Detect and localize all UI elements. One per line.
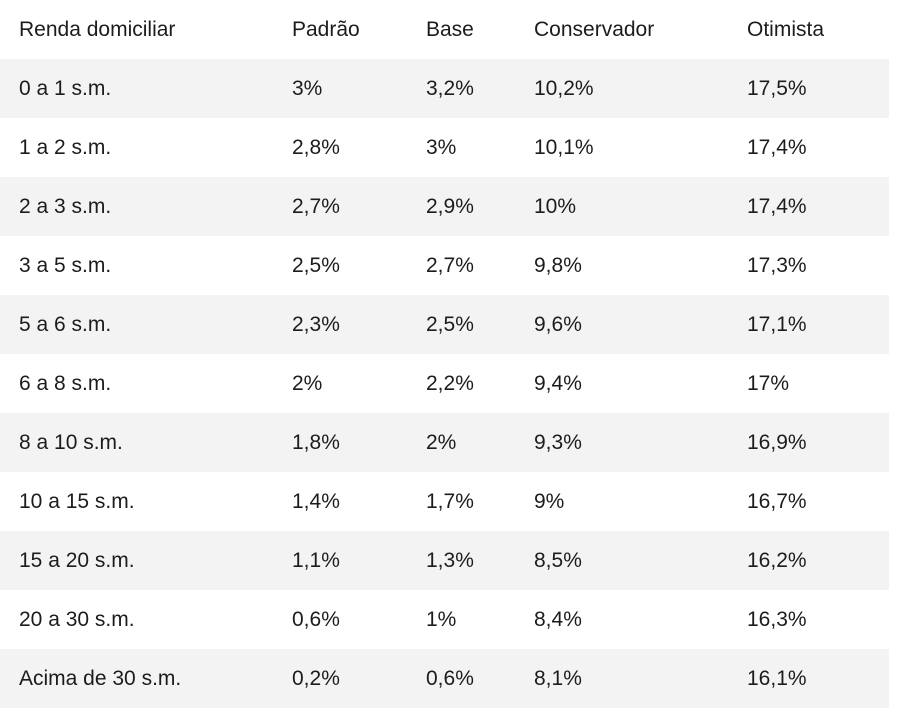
table-row: 15 a 20 s.m. 1,1% 1,3% 8,5% 16,2% <box>0 531 889 590</box>
table-cell-padrao: 2,5% <box>292 253 340 277</box>
table-cell-otimista: 16,2% <box>747 548 807 572</box>
table-cell-padrao: 3% <box>292 76 323 100</box>
table-row: 2 a 3 s.m. 2,7% 2,9% 10% 17,4% <box>0 177 889 236</box>
table-header-row: Renda domiciliar Padrão Base Conservador… <box>0 0 889 59</box>
table-row: 8 a 10 s.m. 1,8% 2% 9,3% 16,9% <box>0 413 889 472</box>
data-table: Renda domiciliar Padrão Base Conservador… <box>0 0 889 708</box>
table-cell-padrao: 1,1% <box>292 548 340 572</box>
table-row: Acima de 30 s.m. 0,2% 0,6% 8,1% 16,1% <box>0 649 889 708</box>
table-cell-base: 1,7% <box>426 489 474 513</box>
table-cell-renda: 20 a 30 s.m. <box>19 607 135 631</box>
table-cell-padrao: 0,2% <box>292 666 340 690</box>
table-cell-otimista: 17,3% <box>747 253 807 277</box>
table-cell-base: 2,9% <box>426 194 474 218</box>
header-renda-domiciliar: Renda domiciliar <box>19 17 176 41</box>
table-row: 3 a 5 s.m. 2,5% 2,7% 9,8% 17,3% <box>0 236 889 295</box>
table-cell-renda: Acima de 30 s.m. <box>19 666 182 690</box>
table-cell-otimista: 17% <box>747 371 790 395</box>
table-cell-padrao: 2,3% <box>292 312 340 336</box>
table-cell-renda: 1 a 2 s.m. <box>19 135 112 159</box>
table-cell-padrao: 2,7% <box>292 194 340 218</box>
table-cell-conservador: 9,4% <box>534 371 582 395</box>
table-cell-base: 2% <box>426 430 457 454</box>
table-cell-base: 3,2% <box>426 76 474 100</box>
table-cell-otimista: 16,1% <box>747 666 807 690</box>
table-cell-renda: 5 a 6 s.m. <box>19 312 112 336</box>
table-cell-otimista: 16,9% <box>747 430 807 454</box>
table-row: 1 a 2 s.m. 2,8% 3% 10,1% 17,4% <box>0 118 889 177</box>
table-cell-conservador: 10,1% <box>534 135 594 159</box>
table-cell-padrao: 2% <box>292 371 323 395</box>
table-cell-otimista: 17,5% <box>747 76 807 100</box>
header-base: Base <box>426 17 474 41</box>
table-cell-renda: 2 a 3 s.m. <box>19 194 112 218</box>
table-body: 0 a 1 s.m. 3% 3,2% 10,2% 17,5% 1 a 2 s.m. 2,8%… <box>0 59 889 708</box>
table-cell-renda: 0 a 1 s.m. <box>19 76 112 100</box>
table-cell-renda: 10 a 15 s.m. <box>19 489 135 513</box>
table-cell-base: 2,7% <box>426 253 474 277</box>
table-cell-conservador: 8,5% <box>534 548 582 572</box>
table-row: 5 a 6 s.m. 2,3% 2,5% 9,6% 17,1% <box>0 295 889 354</box>
table-cell-conservador: 8,1% <box>534 666 582 690</box>
table-cell-base: 2,5% <box>426 312 474 336</box>
table-cell-otimista: 16,3% <box>747 607 807 631</box>
table-cell-renda: 8 a 10 s.m. <box>19 430 123 454</box>
table-cell-padrao: 1,4% <box>292 489 340 513</box>
table-cell-otimista: 16,7% <box>747 489 807 513</box>
table-cell-conservador: 9,8% <box>534 253 582 277</box>
table-cell-base: 1% <box>426 607 457 631</box>
table-row: 10 a 15 s.m. 1,4% 1,7% 9% 16,7% <box>0 472 889 531</box>
table-cell-conservador: 10% <box>534 194 577 218</box>
table-cell-renda: 15 a 20 s.m. <box>19 548 135 572</box>
table-cell-conservador: 10,2% <box>534 76 594 100</box>
table-cell-conservador: 8,4% <box>534 607 582 631</box>
table-cell-padrao: 0,6% <box>292 607 340 631</box>
table-cell-otimista: 17,1% <box>747 312 807 336</box>
table-cell-conservador: 9% <box>534 489 565 513</box>
header-padrao: Padrão <box>292 17 360 41</box>
table-cell-base: 3% <box>426 135 457 159</box>
table-row: 6 a 8 s.m. 2% 2,2% 9,4% 17% <box>0 354 889 413</box>
table-cell-conservador: 9,3% <box>534 430 582 454</box>
table-cell-otimista: 17,4% <box>747 135 807 159</box>
table-cell-padrao: 2,8% <box>292 135 340 159</box>
table-cell-base: 2,2% <box>426 371 474 395</box>
table-cell-conservador: 9,6% <box>534 312 582 336</box>
table-row: 20 a 30 s.m. 0,6% 1% 8,4% 16,3% <box>0 590 889 649</box>
table-cell-renda: 6 a 8 s.m. <box>19 371 112 395</box>
table-row: 0 a 1 s.m. 3% 3,2% 10,2% 17,5% <box>0 59 889 118</box>
table-cell-padrao: 1,8% <box>292 430 340 454</box>
table-cell-renda: 3 a 5 s.m. <box>19 253 112 277</box>
header-otimista: Otimista <box>747 17 825 41</box>
table-cell-base: 0,6% <box>426 666 474 690</box>
table-cell-otimista: 17,4% <box>747 194 807 218</box>
header-conservador: Conservador <box>534 17 655 41</box>
table-cell-base: 1,3% <box>426 548 474 572</box>
